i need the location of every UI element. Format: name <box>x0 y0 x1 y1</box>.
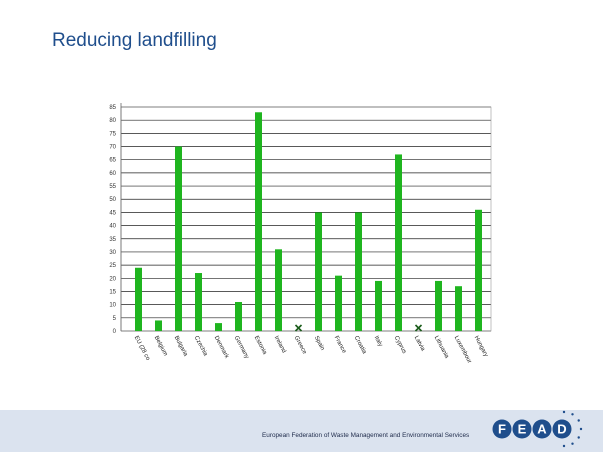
y-tick-label: 35 <box>109 237 116 243</box>
x-tick-label: Belgium <box>153 335 168 357</box>
missing-data-marker <box>414 324 423 332</box>
landfill-bar-chart: 0 5 10 15 20 25 30 35 40 45 50 55 60 65 70 75 80 85 EU (28… <box>109 103 492 364</box>
logo-star <box>571 413 574 416</box>
slide-title: Reducing landfilling <box>52 30 217 51</box>
y-tick-label: 65 <box>109 158 116 164</box>
x-tick-label: Lithuania <box>433 335 450 360</box>
y-tick-label: 10 <box>109 303 116 309</box>
bar <box>235 302 242 331</box>
bar <box>375 280 382 331</box>
logo-letter-circle <box>552 419 572 439</box>
y-tick-label: 5 <box>113 316 117 322</box>
x-tick-label: Denmark <box>213 335 230 360</box>
bar <box>275 249 282 331</box>
logo-letter-circle <box>492 419 512 439</box>
bar <box>435 280 442 331</box>
logo-letter: E <box>518 422 527 437</box>
y-tick-label: 20 <box>109 276 116 282</box>
x-tick-label: EU (28 co <box>133 335 151 362</box>
y-tick-label: 55 <box>109 184 116 190</box>
y-tick-label: 80 <box>109 118 116 124</box>
logo-letter: F <box>498 422 506 437</box>
x-tick-label: Ireland <box>273 335 287 354</box>
logo-star <box>577 419 580 422</box>
logo-letter-circle <box>532 419 552 439</box>
x-tick-label: Italy <box>373 335 383 348</box>
footer-text: European Federation of Waste Management … <box>262 432 470 439</box>
bar <box>135 267 142 331</box>
logo-star <box>562 444 566 448</box>
x-tick-label: Germany <box>233 335 250 360</box>
bar <box>355 212 362 331</box>
missing-data-marker <box>294 324 303 332</box>
x-tick-label: Estonia <box>253 335 268 356</box>
x-tick-label: Luxembour <box>453 335 472 364</box>
bar <box>175 146 182 331</box>
logo-star <box>577 436 580 439</box>
y-tick-label: 50 <box>109 197 116 203</box>
bar <box>195 273 202 331</box>
y-tick-label: 40 <box>109 224 116 230</box>
logo-star <box>571 442 574 445</box>
logo-star <box>562 410 566 414</box>
logo-letter: A <box>537 422 547 437</box>
y-tick-label: 70 <box>109 145 116 151</box>
x-tick-label: Cyprus <box>393 335 407 355</box>
y-tick-label: 0 <box>113 329 117 335</box>
y-tick-label: 85 <box>109 105 116 111</box>
x-tick-label: Bulgaria <box>173 335 189 358</box>
bar <box>215 323 222 331</box>
bar <box>255 112 262 331</box>
x-tick-label: Czechia <box>193 335 209 358</box>
bar <box>395 154 402 331</box>
y-tick-label: 75 <box>109 131 116 137</box>
y-tick-label: 15 <box>109 289 116 295</box>
y-tick-label: 30 <box>109 250 116 256</box>
y-tick-label: 25 <box>109 263 116 269</box>
logo-star <box>579 427 583 431</box>
x-tick-label: Greece <box>293 335 308 356</box>
x-tick-label: Spain <box>313 335 326 351</box>
x-tick-label: France <box>333 335 347 355</box>
logo-letter: D <box>557 422 566 437</box>
bar <box>455 286 462 331</box>
bar <box>475 209 482 331</box>
bar <box>155 320 162 331</box>
y-tick-label: 60 <box>109 171 116 177</box>
x-tick-label: Croatia <box>353 335 368 355</box>
y-tick-label: 45 <box>109 210 116 216</box>
bar <box>315 212 322 331</box>
x-tick-label: Hungary <box>473 335 489 358</box>
x-tick-label: Latvia <box>413 335 426 353</box>
bar <box>335 275 342 331</box>
logo-letter-circle <box>512 419 532 439</box>
